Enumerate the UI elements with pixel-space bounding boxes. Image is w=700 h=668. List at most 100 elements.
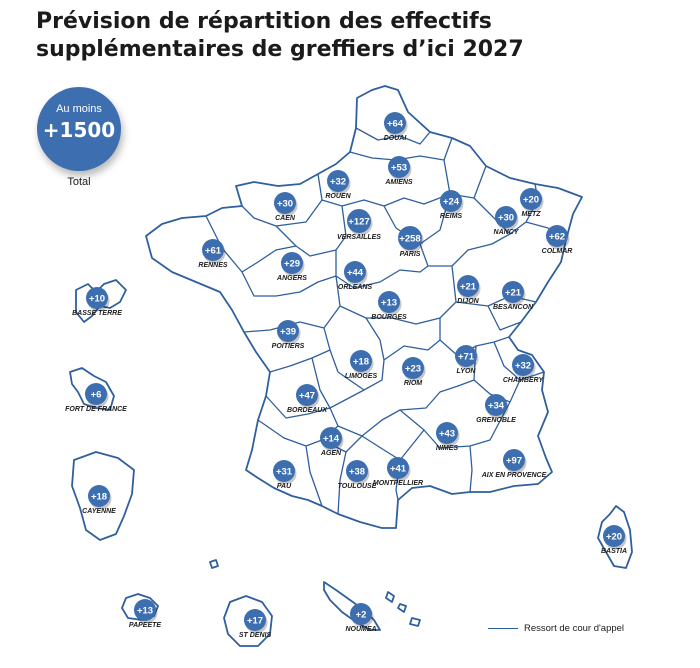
marker-circle <box>440 190 462 212</box>
court-name: GRENOBLE <box>476 417 516 424</box>
court-value: +30 <box>277 198 293 209</box>
marker-circle <box>350 603 372 625</box>
court-value: +30 <box>498 212 514 223</box>
court-name: METZ <box>521 211 541 218</box>
marker-circle <box>384 112 406 134</box>
marker-circle <box>202 239 224 261</box>
court-name: NANCY <box>494 229 520 236</box>
marker-circle <box>512 354 534 376</box>
new-caledonia-outline <box>323 581 421 631</box>
court-value: +39 <box>280 326 296 337</box>
court-name: ANGERS <box>276 275 307 282</box>
court-marker-papeete: +13 PAPEETE <box>129 599 161 629</box>
legend: Ressort de cour d'appel <box>488 621 624 635</box>
court-name: PAPEETE <box>129 622 161 629</box>
marker-circle <box>436 422 458 444</box>
total-value: +1500 <box>42 118 116 142</box>
court-value: +38 <box>349 466 365 477</box>
court-marker-montpellier: +41 MONTPELLIER <box>373 457 423 487</box>
court-value: +2 <box>356 609 367 620</box>
court-value: +29 <box>284 258 300 269</box>
court-marker-noumea: +2 NOUMEA <box>345 603 377 633</box>
court-name: CHAMBERY <box>503 377 545 384</box>
court-bubbles: +64 DOUAI +53 AMIENS +32 ROUEN +30 CAEN +24 REIMS… <box>65 112 627 639</box>
court-name: ORLEANS <box>338 284 373 291</box>
court-marker-aix: +97 AIX EN PROVENCE <box>481 449 547 479</box>
court-name: DOUAI <box>384 135 408 142</box>
court-value: +23 <box>405 363 421 374</box>
court-marker-metz: +20 METZ <box>520 188 544 218</box>
court-marker-st-denis: +17 ST DENIS <box>239 609 271 639</box>
court-name: COLMAR <box>542 248 573 255</box>
marker-circle <box>134 599 156 621</box>
marker-circle <box>347 209 371 233</box>
marker-circle <box>503 449 525 471</box>
court-name: RENNES <box>198 262 228 269</box>
marker-circle <box>455 345 477 367</box>
court-marker-rouen: +32 ROUEN <box>325 170 352 200</box>
court-value: +10 <box>89 293 105 304</box>
court-marker-riom: +23 RIOM <box>402 357 426 387</box>
court-value: +18 <box>91 491 107 502</box>
court-value: +44 <box>347 267 364 278</box>
court-marker-poitiers: +39 POITIERS <box>272 320 305 350</box>
court-name: DIJON <box>457 298 479 305</box>
marker-circle <box>320 427 342 449</box>
court-value: +18 <box>353 356 369 367</box>
total-label: Total <box>67 176 91 188</box>
legend-label: Ressort de cour d'appel <box>524 622 625 634</box>
court-name: AGEN <box>320 450 342 457</box>
court-name: AMIENS <box>384 179 413 186</box>
marker-circle <box>546 225 568 247</box>
marker-circle <box>85 383 107 405</box>
court-name: LIMOGES <box>345 373 378 380</box>
marker-circle <box>350 350 372 372</box>
court-value: +41 <box>390 463 407 474</box>
court-name: BASTIA <box>601 548 627 555</box>
court-marker-agen: +14 AGEN <box>320 427 344 457</box>
court-value: +127 <box>348 216 369 227</box>
court-value: +21 <box>460 281 477 292</box>
court-marker-rennes: +61 RENNES <box>198 239 228 269</box>
marker-circle <box>244 609 266 631</box>
court-value: +258 <box>399 233 420 244</box>
court-name: PAU <box>277 483 292 490</box>
court-value: +21 <box>505 287 522 298</box>
court-name: BESANCON <box>493 304 534 311</box>
court-marker-reims: +24 REIMS <box>440 190 464 220</box>
court-value: +53 <box>391 162 407 173</box>
marker-circle <box>273 460 295 482</box>
court-name: LYON <box>457 368 477 375</box>
court-name: BOURGES <box>371 314 407 321</box>
court-marker-colmar: +62 COLMAR <box>542 225 573 255</box>
court-name: AIX EN PROVENCE <box>481 472 547 479</box>
guyane-outline <box>71 451 135 541</box>
region-divisions <box>205 127 567 515</box>
court-value: +13 <box>381 297 397 308</box>
court-marker-douai: +64 DOUAI <box>384 112 408 142</box>
court-name: NOUMEA <box>345 626 376 633</box>
marker-circle <box>520 188 542 210</box>
court-marker-nimes: +43 NIMES <box>436 422 460 452</box>
marker-circle <box>502 281 524 303</box>
court-name: NIMES <box>436 445 459 452</box>
court-marker-nancy: +30 NANCY <box>494 206 520 236</box>
court-value: +20 <box>606 531 622 542</box>
court-marker-bordeaux: +47 BORDEAUX <box>287 384 328 414</box>
court-marker-dijon: +21 DIJON <box>457 275 481 305</box>
court-value: +97 <box>506 455 522 466</box>
court-value: +62 <box>549 231 565 242</box>
court-marker-pau: +31 PAU <box>273 460 297 490</box>
court-marker-lyon: +71 LYON <box>455 345 479 375</box>
court-marker-amiens: +53 AMIENS <box>384 156 413 186</box>
court-marker-basse-terre: +10 BASSE TERRE <box>72 287 122 317</box>
marker-circle <box>88 485 110 507</box>
france-mainland-outline <box>145 85 583 529</box>
court-name: BASSE TERRE <box>72 310 122 317</box>
court-marker-fort-de-france: +6 FORT DE FRANCE <box>65 383 127 413</box>
marker-circle <box>388 156 410 178</box>
court-marker-cayenne: +18 CAYENNE <box>82 485 116 515</box>
court-marker-toulouse: +38 TOULOUSE <box>338 460 377 490</box>
court-marker-versailles: +127 VERSAILLES <box>337 209 381 241</box>
